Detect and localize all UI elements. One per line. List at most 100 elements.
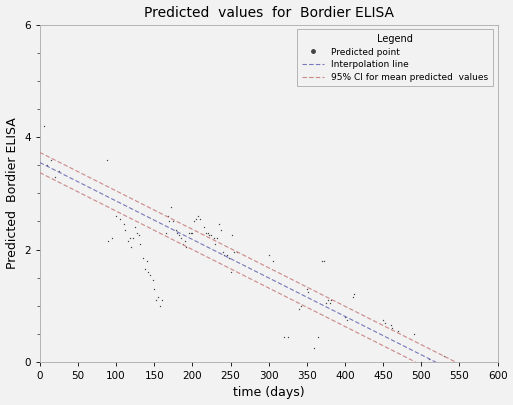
Point	[150, 286, 159, 292]
Point	[322, 300, 330, 306]
Point	[187, 230, 195, 236]
Point	[425, 356, 433, 362]
Point	[219, 249, 227, 256]
Point	[156, 303, 165, 309]
Point	[188, 230, 196, 236]
Point	[218, 227, 226, 233]
Point	[171, 227, 180, 233]
Point	[232, 249, 241, 256]
Point	[230, 249, 239, 256]
X-axis label: time (days): time (days)	[233, 386, 305, 399]
Point	[326, 300, 334, 306]
Point	[116, 215, 124, 222]
Y-axis label: Predicted  Bordier ELISA: Predicted Bordier ELISA	[6, 117, 18, 269]
Point	[327, 297, 336, 303]
Point	[304, 288, 312, 295]
Point	[136, 241, 145, 247]
Point	[133, 230, 142, 236]
Point	[141, 266, 149, 273]
Point	[318, 258, 326, 264]
Point	[126, 235, 134, 241]
Point	[149, 277, 157, 284]
Point	[144, 269, 152, 275]
Point	[220, 252, 228, 258]
Point	[112, 213, 120, 219]
Point	[341, 314, 349, 320]
Point	[154, 294, 162, 301]
Point	[225, 255, 233, 261]
Point	[124, 238, 132, 244]
Point	[192, 215, 200, 222]
Point	[162, 230, 170, 236]
Point	[350, 291, 358, 298]
Point	[215, 221, 223, 228]
Point	[165, 218, 173, 225]
Title: Predicted  values  for  Bordier ELISA: Predicted values for Bordier ELISA	[144, 6, 393, 19]
Point	[185, 230, 193, 236]
Point	[104, 238, 112, 244]
Point	[310, 345, 319, 351]
Point	[51, 173, 59, 180]
Point	[40, 123, 48, 129]
Point	[381, 319, 389, 326]
Point	[202, 230, 210, 236]
Point	[417, 358, 425, 365]
Point	[379, 316, 387, 323]
Point	[129, 235, 137, 241]
Point	[205, 232, 213, 239]
Point	[314, 333, 322, 340]
Point	[182, 243, 190, 250]
Point	[204, 230, 212, 236]
Point	[131, 224, 139, 230]
Point	[228, 232, 236, 239]
Point	[190, 218, 198, 225]
Point	[121, 227, 129, 233]
Point	[343, 316, 351, 323]
Point	[181, 238, 189, 244]
Point	[320, 258, 328, 264]
Point	[226, 269, 234, 275]
Point	[207, 232, 215, 239]
Point	[174, 232, 183, 239]
Point	[388, 325, 397, 331]
Point	[108, 235, 116, 241]
Point	[194, 213, 203, 219]
Point	[103, 156, 111, 163]
Point	[179, 241, 187, 247]
Point	[167, 204, 175, 211]
Point	[177, 235, 185, 241]
Point	[120, 221, 128, 228]
Point	[284, 333, 292, 340]
Point	[387, 322, 395, 328]
Point	[210, 235, 218, 241]
Point	[55, 168, 63, 174]
Point	[164, 213, 172, 219]
Point	[394, 328, 403, 334]
Point	[348, 294, 357, 301]
Point	[280, 333, 288, 340]
Legend: Predicted point, Interpolation line, 95% CI for mean predicted  values: Predicted point, Interpolation line, 95%…	[297, 30, 493, 86]
Point	[158, 297, 166, 303]
Point	[152, 297, 160, 303]
Point	[297, 303, 305, 309]
Point	[213, 235, 221, 241]
Point	[268, 258, 277, 264]
Point	[265, 252, 273, 258]
Point	[196, 215, 204, 222]
Point	[303, 286, 311, 292]
Point	[139, 255, 147, 261]
Point	[200, 224, 208, 230]
Point	[440, 353, 448, 360]
Point	[47, 156, 55, 163]
Point	[211, 241, 220, 247]
Point	[43, 162, 51, 168]
Point	[146, 272, 154, 278]
Point	[324, 297, 332, 303]
Point	[223, 252, 231, 258]
Point	[173, 230, 181, 236]
Point	[127, 243, 135, 250]
Point	[169, 218, 177, 225]
Point	[295, 305, 303, 312]
Point	[135, 232, 143, 239]
Point	[409, 330, 418, 337]
